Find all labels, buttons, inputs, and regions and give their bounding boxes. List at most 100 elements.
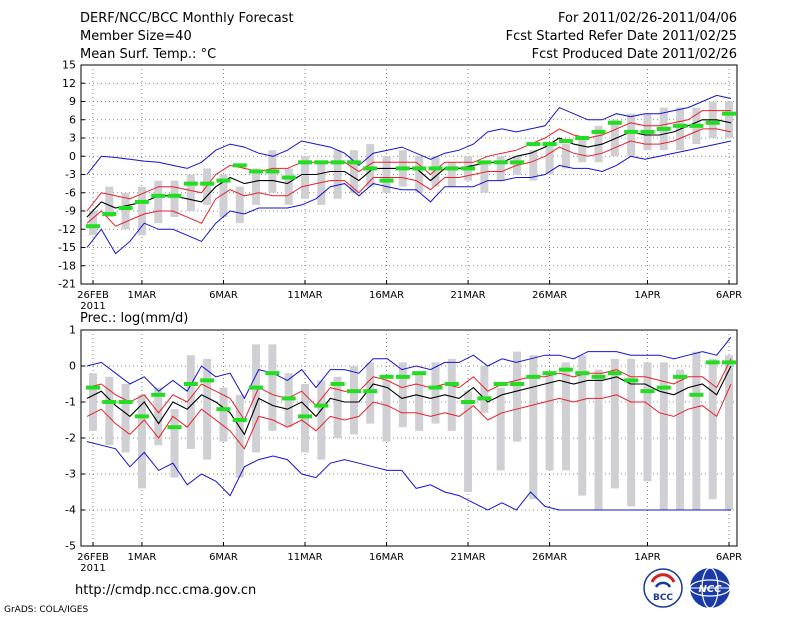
temp-ytick-label: -3 — [65, 168, 76, 181]
temp-clim-marker — [722, 111, 736, 116]
temp-clim-marker — [167, 193, 182, 198]
temp-clim-marker — [461, 166, 476, 171]
prec-clim-marker — [232, 418, 247, 422]
temp-clim-marker — [689, 123, 704, 128]
temp-line-ensemble-min — [86, 140, 732, 255]
temp-ensemble-box — [89, 211, 97, 236]
prec-xtick-label: 16MAR — [369, 552, 404, 563]
temp-ytick-label: 6 — [69, 113, 76, 126]
prec-clim-marker — [183, 382, 198, 386]
prec-clim-marker — [118, 400, 133, 404]
prec-ensemble-box — [513, 351, 521, 442]
prec-clim-marker — [575, 371, 590, 376]
prec-ytick-label: -3 — [65, 468, 76, 481]
prec-ytick-label: 1 — [69, 324, 76, 337]
bcc-logo-text: BCC — [653, 593, 673, 603]
prec-ytick-label: -2 — [65, 432, 76, 445]
prec-clim-marker — [461, 400, 476, 404]
prec-ytick-label: -5 — [65, 540, 76, 553]
temp-xtick-label: 26FEB — [77, 290, 109, 301]
temp-clim-marker — [151, 193, 166, 198]
temp-ensemble-box — [154, 180, 163, 224]
prec-ytick-label: -4 — [65, 504, 76, 517]
temp-clim-marker — [314, 160, 329, 165]
prec-clim-marker — [265, 371, 280, 376]
temp-ensemble-box — [203, 168, 212, 205]
temp-ensemble-box — [496, 156, 505, 181]
chart-title: DERF/NCC/BCC Monthly Forecast — [80, 11, 294, 26]
prec-clim-marker — [477, 396, 492, 401]
temp-xtick-label: 26MAR — [532, 290, 567, 301]
prec-ensemble-box — [219, 387, 228, 442]
temp-clim-marker — [134, 199, 149, 204]
prec-clim-marker — [379, 374, 394, 379]
prec-ytick-label: 0 — [69, 360, 76, 373]
temp-ensemble-box — [529, 150, 538, 181]
temp-ensemble-box — [480, 162, 489, 193]
temp-ytick-label: -12 — [58, 223, 76, 236]
temp-clim-marker — [444, 166, 459, 171]
temp-xtick-label: 1APR — [634, 290, 660, 301]
temp-ensemble-box — [219, 174, 228, 218]
prec-ensemble-box — [627, 358, 636, 507]
prec-clim-marker — [673, 374, 688, 379]
prec-ensemble-box — [333, 376, 342, 438]
prec-xtick-label: 26MAR — [532, 552, 567, 563]
temp-clim-marker — [281, 175, 296, 180]
prec-line-ensemble-max — [86, 336, 732, 400]
prec-xtick-label: 11MAR — [287, 552, 322, 563]
temp-ytick-label: 15 — [62, 59, 76, 72]
prec-clim-marker — [167, 425, 182, 430]
temp-clim-marker — [265, 169, 280, 174]
temp-clim-marker — [118, 205, 133, 210]
temp-ytick-label: 12 — [62, 77, 76, 90]
temp-clim-marker — [542, 142, 557, 147]
temp-ensemble-box — [186, 174, 195, 211]
temp-clim-marker — [575, 136, 590, 140]
temp-line-mean-spread — [86, 110, 731, 212]
temp-clim-marker — [183, 181, 198, 186]
prec-xtick-label: 1MAR — [128, 552, 157, 563]
prec-clim-marker — [526, 374, 541, 379]
temp-ensemble-box — [578, 138, 587, 163]
prec-ensemble-box — [431, 362, 440, 424]
temp-ensemble-box — [349, 150, 358, 193]
prec-clim-marker — [412, 371, 427, 376]
temp-ytick-label: -6 — [65, 186, 76, 199]
temp-clim-marker — [558, 139, 573, 144]
prec-line-ensemble-min — [86, 441, 731, 511]
prec-xtick-label: 6MAR — [209, 552, 238, 563]
temp-ensemble-box — [333, 150, 342, 199]
member-size-label: Member Size=40 — [80, 29, 192, 44]
prec-ensemble-box — [561, 362, 570, 471]
prec-line-mean-spread — [86, 358, 732, 422]
temp-xtick-label: 6APR — [716, 290, 742, 301]
temp-ensemble-box — [594, 125, 603, 163]
temp-clim-marker — [526, 142, 541, 147]
temp-clim-marker — [591, 129, 606, 134]
temp-ytick-label: -21 — [58, 278, 76, 291]
grads-credit-label: GrADS: COLA/IGES — [4, 605, 89, 615]
prec-xtick-label: 1APR — [634, 552, 660, 563]
temp-clim-marker — [493, 160, 508, 165]
prec-ensemble-box — [643, 362, 652, 482]
prec-clim-marker — [624, 378, 639, 383]
prec-clim-marker — [314, 403, 329, 408]
temp-clim-marker — [379, 178, 394, 183]
prec-clim-marker — [705, 360, 720, 365]
temp-ytick-label: 3 — [69, 132, 76, 145]
prec-clim-marker — [151, 392, 166, 397]
precip-panel-title: Prec.: log(mm/d) — [80, 311, 188, 326]
forecast-started-label: Fcst Started Refer Date 2011/02/25 — [505, 29, 737, 44]
prec-xtick-label: 21MAR — [450, 552, 485, 563]
prec-clim-marker — [493, 382, 508, 386]
prec-ensemble-box — [464, 391, 473, 492]
prec-ensemble-box — [692, 351, 701, 510]
variable-label: Mean Surf. Temp.: °C — [80, 47, 217, 62]
prec-ensemble-box — [398, 362, 407, 428]
temp-xtick-label: 16MAR — [369, 290, 404, 301]
prec-ensemble-box — [203, 358, 212, 460]
temp-clim-marker — [298, 160, 312, 165]
temp-clim-marker — [200, 181, 215, 186]
